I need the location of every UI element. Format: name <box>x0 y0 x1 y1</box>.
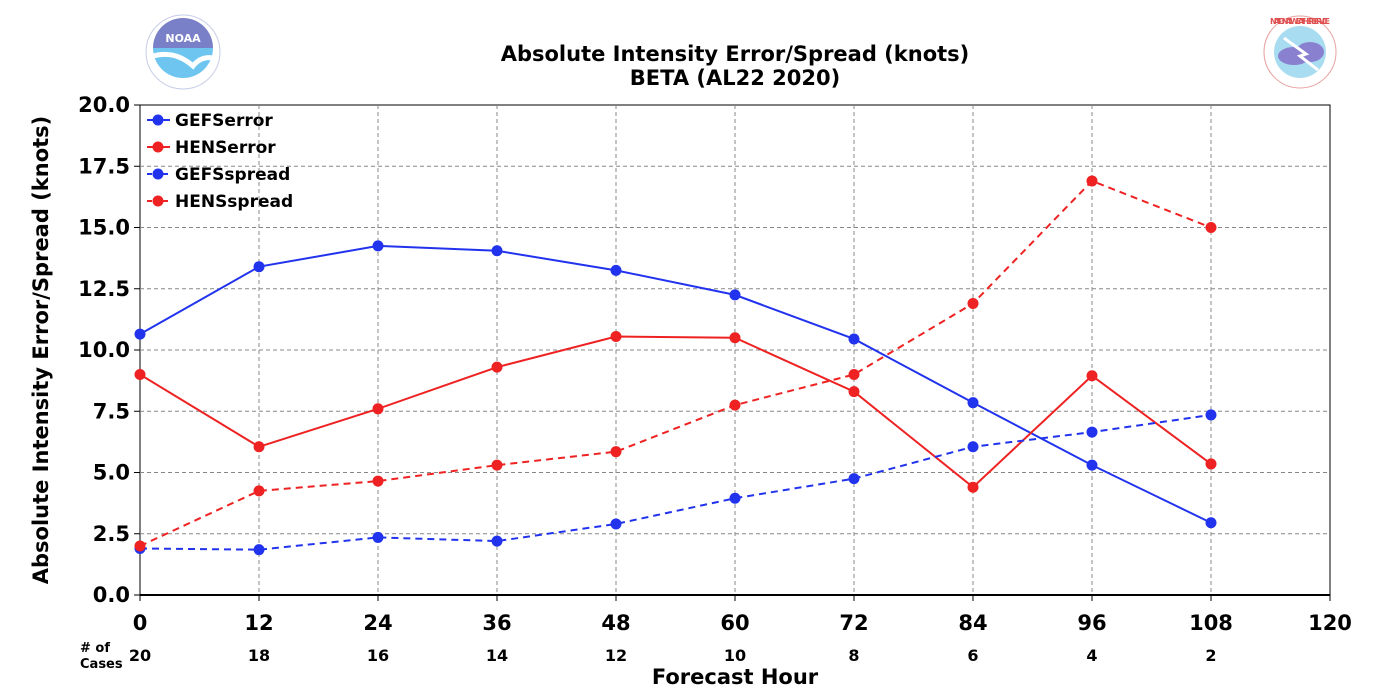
data-point-gefserror <box>253 261 265 273</box>
data-point-henserror <box>134 369 146 380</box>
chart-title: Absolute Intensity Error/Spread (knots) <box>500 42 970 66</box>
data-point-gefserror <box>610 264 622 276</box>
legend-marker-hensspread <box>152 195 164 207</box>
x-tick-label: 12 <box>244 611 273 635</box>
cases-label: Cases <box>80 657 123 672</box>
y-tick-label: 7.5 <box>93 399 130 423</box>
legend-label: GEFSerror <box>175 111 273 131</box>
legend-marker-gefsspread <box>152 168 164 180</box>
case-count: 18 <box>248 646 270 665</box>
y-tick-label: 10.0 <box>78 338 130 362</box>
data-point-gefsspread <box>1086 426 1098 438</box>
legend-marker-gefserror <box>152 114 164 126</box>
data-point-hensspread <box>372 475 384 487</box>
x-axis-label: Forecast Hour <box>652 665 819 689</box>
x-tick-label: 72 <box>839 611 868 635</box>
series-line-hensspread <box>139 179 1212 547</box>
y-axis-label: Absolute Intensity Error/Spread (knots) <box>29 116 53 585</box>
y-tick-label: 20.0 <box>78 93 130 117</box>
case-count: 4 <box>1086 646 1097 665</box>
data-point-gefsspread <box>729 492 741 504</box>
data-point-henserror <box>729 332 741 344</box>
x-tick-label: 36 <box>482 611 511 635</box>
data-point-gefsspread <box>372 531 384 543</box>
x-tick-label: 96 <box>1077 611 1106 635</box>
x-tick-label: 24 <box>363 611 392 635</box>
y-tick-label: 17.5 <box>78 154 130 178</box>
data-point-gefserror <box>134 328 146 340</box>
noaa-logo-icon: NOAA <box>145 14 221 90</box>
data-point-hensspread <box>1086 175 1098 187</box>
data-point-gefserror <box>372 240 384 252</box>
x-tick-label: 84 <box>958 611 987 635</box>
data-point-gefserror <box>1086 459 1098 471</box>
data-point-gefserror <box>729 289 741 301</box>
data-point-henserror <box>610 331 622 343</box>
case-count: 6 <box>967 646 978 665</box>
series-line-gefserror <box>139 244 1212 524</box>
legend-marker-henserror <box>152 141 164 153</box>
data-point-hensspread <box>1205 222 1217 233</box>
nws-logo-text: NATIONAL WEATHER SERVICE <box>1270 17 1330 26</box>
data-point-hensspread <box>848 369 860 380</box>
cases-label: # of <box>80 641 110 656</box>
case-count: 14 <box>486 646 508 665</box>
y-tick-label: 0.0 <box>93 583 130 607</box>
data-point-henserror <box>491 361 503 373</box>
nws-logo-icon: NATIONAL WEATHER SERVICE <box>1263 15 1337 89</box>
data-point-gefsspread <box>491 535 503 547</box>
data-point-hensspread <box>253 485 265 497</box>
data-point-gefsspread <box>253 544 265 556</box>
data-point-gefserror <box>491 245 503 257</box>
legend-label: GEFSspread <box>175 165 290 185</box>
case-count: 12 <box>605 646 627 665</box>
data-point-gefsspread <box>610 518 622 530</box>
data-point-gefserror <box>848 333 860 345</box>
series-line-gefsspread <box>139 413 1212 551</box>
data-point-hensspread <box>491 459 503 471</box>
x-tick-label: 60 <box>720 611 749 635</box>
x-tick-label: 120 <box>1308 611 1352 635</box>
data-point-henserror <box>967 481 979 493</box>
y-tick-label: 12.5 <box>78 277 130 301</box>
data-point-hensspread <box>967 297 979 309</box>
data-point-henserror <box>253 441 265 453</box>
data-point-gefserror <box>967 397 979 409</box>
chart-subtitle: BETA (AL22 2020) <box>629 66 841 90</box>
x-tick-label: 108 <box>1189 611 1233 635</box>
legend-label: HENSspread <box>175 192 293 212</box>
x-tick-label: 0 <box>133 611 148 635</box>
data-point-henserror <box>1086 370 1098 382</box>
data-point-hensspread <box>610 446 622 458</box>
case-count: 8 <box>848 646 859 665</box>
data-point-gefsspread <box>848 473 860 485</box>
x-tick-label: 48 <box>601 611 630 635</box>
data-point-henserror <box>848 386 860 398</box>
data-point-henserror <box>1205 458 1217 470</box>
case-count: 10 <box>724 646 746 665</box>
case-count: 20 <box>129 646 151 665</box>
case-count: 2 <box>1205 646 1216 665</box>
y-tick-label: 15.0 <box>78 216 130 240</box>
y-tick-label: 5.0 <box>93 461 130 485</box>
data-point-gefsspread <box>1205 409 1217 421</box>
data-point-hensspread <box>134 540 146 552</box>
data-point-hensspread <box>729 399 741 411</box>
legend-label: HENSerror <box>175 138 276 158</box>
case-count: 16 <box>367 646 389 665</box>
data-point-gefsspread <box>967 441 979 453</box>
data-point-gefserror <box>1205 517 1217 529</box>
noaa-logo-text: NOAA <box>165 32 201 45</box>
data-point-henserror <box>372 403 384 415</box>
series-line-henserror <box>139 335 1212 489</box>
y-tick-label: 2.5 <box>93 522 130 546</box>
